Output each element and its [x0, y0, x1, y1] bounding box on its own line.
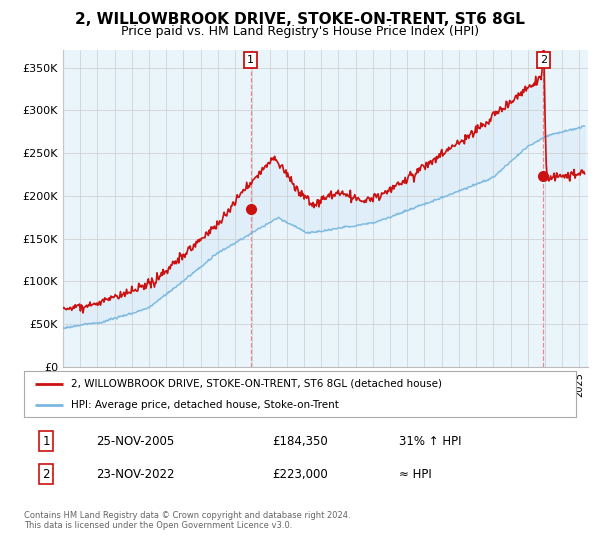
Text: 1: 1	[43, 435, 50, 448]
Text: HPI: Average price, detached house, Stoke-on-Trent: HPI: Average price, detached house, Stok…	[71, 400, 339, 410]
Text: 2, WILLOWBROOK DRIVE, STOKE-ON-TRENT, ST6 8GL: 2, WILLOWBROOK DRIVE, STOKE-ON-TRENT, ST…	[75, 12, 525, 27]
Text: 2, WILLOWBROOK DRIVE, STOKE-ON-TRENT, ST6 8GL (detached house): 2, WILLOWBROOK DRIVE, STOKE-ON-TRENT, ST…	[71, 379, 442, 389]
Text: 2: 2	[539, 55, 547, 65]
Text: 25-NOV-2005: 25-NOV-2005	[96, 435, 174, 448]
Text: Contains HM Land Registry data © Crown copyright and database right 2024.
This d: Contains HM Land Registry data © Crown c…	[24, 511, 350, 530]
Text: 2: 2	[43, 468, 50, 481]
Text: Price paid vs. HM Land Registry's House Price Index (HPI): Price paid vs. HM Land Registry's House …	[121, 25, 479, 38]
Text: £223,000: £223,000	[272, 468, 328, 481]
Text: 31% ↑ HPI: 31% ↑ HPI	[400, 435, 462, 448]
Text: £184,350: £184,350	[272, 435, 328, 448]
Text: ≈ HPI: ≈ HPI	[400, 468, 432, 481]
Text: 23-NOV-2022: 23-NOV-2022	[96, 468, 174, 481]
Text: 1: 1	[247, 55, 254, 65]
